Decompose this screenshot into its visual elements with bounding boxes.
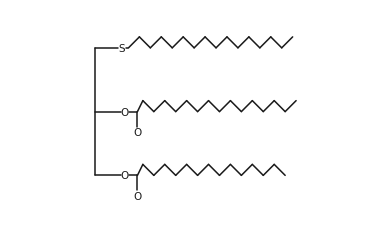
Text: S: S — [118, 44, 125, 54]
Text: O: O — [121, 171, 129, 181]
Text: O: O — [121, 107, 129, 117]
Text: O: O — [134, 128, 142, 138]
Text: O: O — [134, 191, 142, 201]
